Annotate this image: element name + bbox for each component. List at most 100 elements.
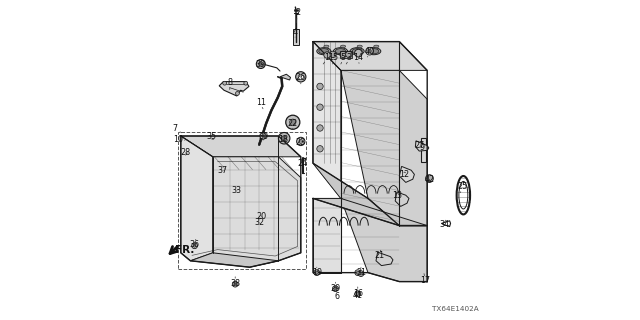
Polygon shape	[313, 198, 428, 226]
Text: 16: 16	[353, 289, 363, 298]
Text: 42: 42	[424, 175, 435, 184]
Text: 15: 15	[328, 53, 338, 62]
Text: 21: 21	[374, 252, 384, 260]
Text: 19: 19	[312, 268, 322, 277]
Text: 6: 6	[334, 292, 339, 301]
Polygon shape	[340, 198, 428, 282]
Text: 36: 36	[189, 240, 200, 249]
Ellipse shape	[357, 45, 362, 48]
Ellipse shape	[333, 48, 348, 55]
Circle shape	[355, 270, 361, 276]
Bar	[421, 138, 426, 162]
Ellipse shape	[317, 48, 331, 55]
Circle shape	[298, 74, 303, 79]
Circle shape	[285, 115, 300, 129]
Circle shape	[234, 283, 237, 285]
Text: 17: 17	[420, 276, 430, 285]
Text: 12: 12	[399, 170, 409, 179]
Circle shape	[334, 287, 337, 290]
Text: 41: 41	[353, 292, 363, 300]
Circle shape	[355, 291, 361, 297]
Text: 29: 29	[330, 284, 340, 293]
Circle shape	[367, 49, 372, 53]
Text: 25: 25	[457, 182, 468, 191]
Circle shape	[340, 51, 346, 58]
Text: FR.: FR.	[175, 245, 195, 255]
Circle shape	[360, 272, 362, 275]
Circle shape	[333, 286, 339, 292]
Circle shape	[346, 51, 352, 58]
Polygon shape	[181, 136, 212, 261]
Circle shape	[358, 271, 364, 276]
Text: 32: 32	[254, 218, 264, 227]
Polygon shape	[219, 82, 249, 96]
Ellipse shape	[374, 45, 379, 48]
Text: 13: 13	[392, 191, 403, 200]
Text: 7: 7	[173, 124, 178, 133]
Ellipse shape	[319, 49, 329, 54]
Circle shape	[223, 81, 227, 85]
Polygon shape	[212, 157, 301, 267]
Text: 28: 28	[180, 148, 191, 157]
Circle shape	[316, 271, 318, 274]
Text: 40: 40	[365, 47, 374, 56]
Text: 39: 39	[256, 60, 266, 69]
Text: TX64E1402A: TX64E1402A	[431, 306, 479, 312]
Polygon shape	[399, 166, 415, 182]
Circle shape	[299, 140, 303, 143]
Polygon shape	[181, 136, 301, 157]
Circle shape	[282, 136, 287, 141]
Text: 14: 14	[353, 53, 364, 62]
Text: 22: 22	[287, 119, 298, 128]
Circle shape	[236, 92, 239, 95]
Circle shape	[289, 119, 296, 125]
Text: 33: 33	[231, 186, 241, 195]
Text: 10: 10	[173, 135, 184, 144]
Circle shape	[260, 133, 266, 139]
Text: 23: 23	[296, 138, 306, 147]
Circle shape	[244, 81, 248, 85]
Text: 5: 5	[340, 53, 346, 62]
Ellipse shape	[335, 49, 346, 54]
Text: 38: 38	[230, 279, 240, 288]
Text: 30: 30	[258, 132, 268, 141]
Text: 9: 9	[420, 143, 425, 152]
Circle shape	[314, 270, 320, 276]
Polygon shape	[280, 74, 291, 80]
Polygon shape	[415, 141, 429, 151]
Circle shape	[193, 244, 196, 247]
Ellipse shape	[367, 48, 381, 55]
Polygon shape	[313, 163, 399, 226]
Text: 37: 37	[218, 166, 227, 175]
Polygon shape	[376, 252, 393, 266]
Polygon shape	[396, 192, 409, 206]
Polygon shape	[313, 198, 340, 273]
Circle shape	[317, 83, 323, 90]
Text: 2: 2	[295, 8, 300, 17]
Ellipse shape	[350, 48, 364, 55]
Ellipse shape	[340, 45, 346, 48]
Ellipse shape	[352, 49, 362, 54]
Circle shape	[426, 175, 433, 182]
Text: 34: 34	[440, 220, 450, 229]
Bar	[292, 29, 299, 45]
Circle shape	[317, 104, 323, 110]
Circle shape	[317, 146, 323, 152]
Text: 35: 35	[207, 132, 217, 141]
Circle shape	[366, 47, 374, 55]
Text: 8: 8	[227, 78, 232, 87]
Text: 4: 4	[292, 28, 298, 36]
Polygon shape	[191, 253, 278, 267]
Text: 26: 26	[296, 73, 306, 82]
Bar	[340, 51, 352, 58]
Polygon shape	[313, 42, 428, 70]
Ellipse shape	[324, 45, 329, 48]
Circle shape	[317, 125, 323, 131]
Circle shape	[256, 60, 266, 68]
Circle shape	[192, 243, 198, 249]
Circle shape	[324, 52, 330, 58]
Circle shape	[278, 132, 290, 144]
Circle shape	[259, 62, 263, 66]
Bar	[178, 132, 306, 269]
Text: 27: 27	[414, 141, 424, 150]
